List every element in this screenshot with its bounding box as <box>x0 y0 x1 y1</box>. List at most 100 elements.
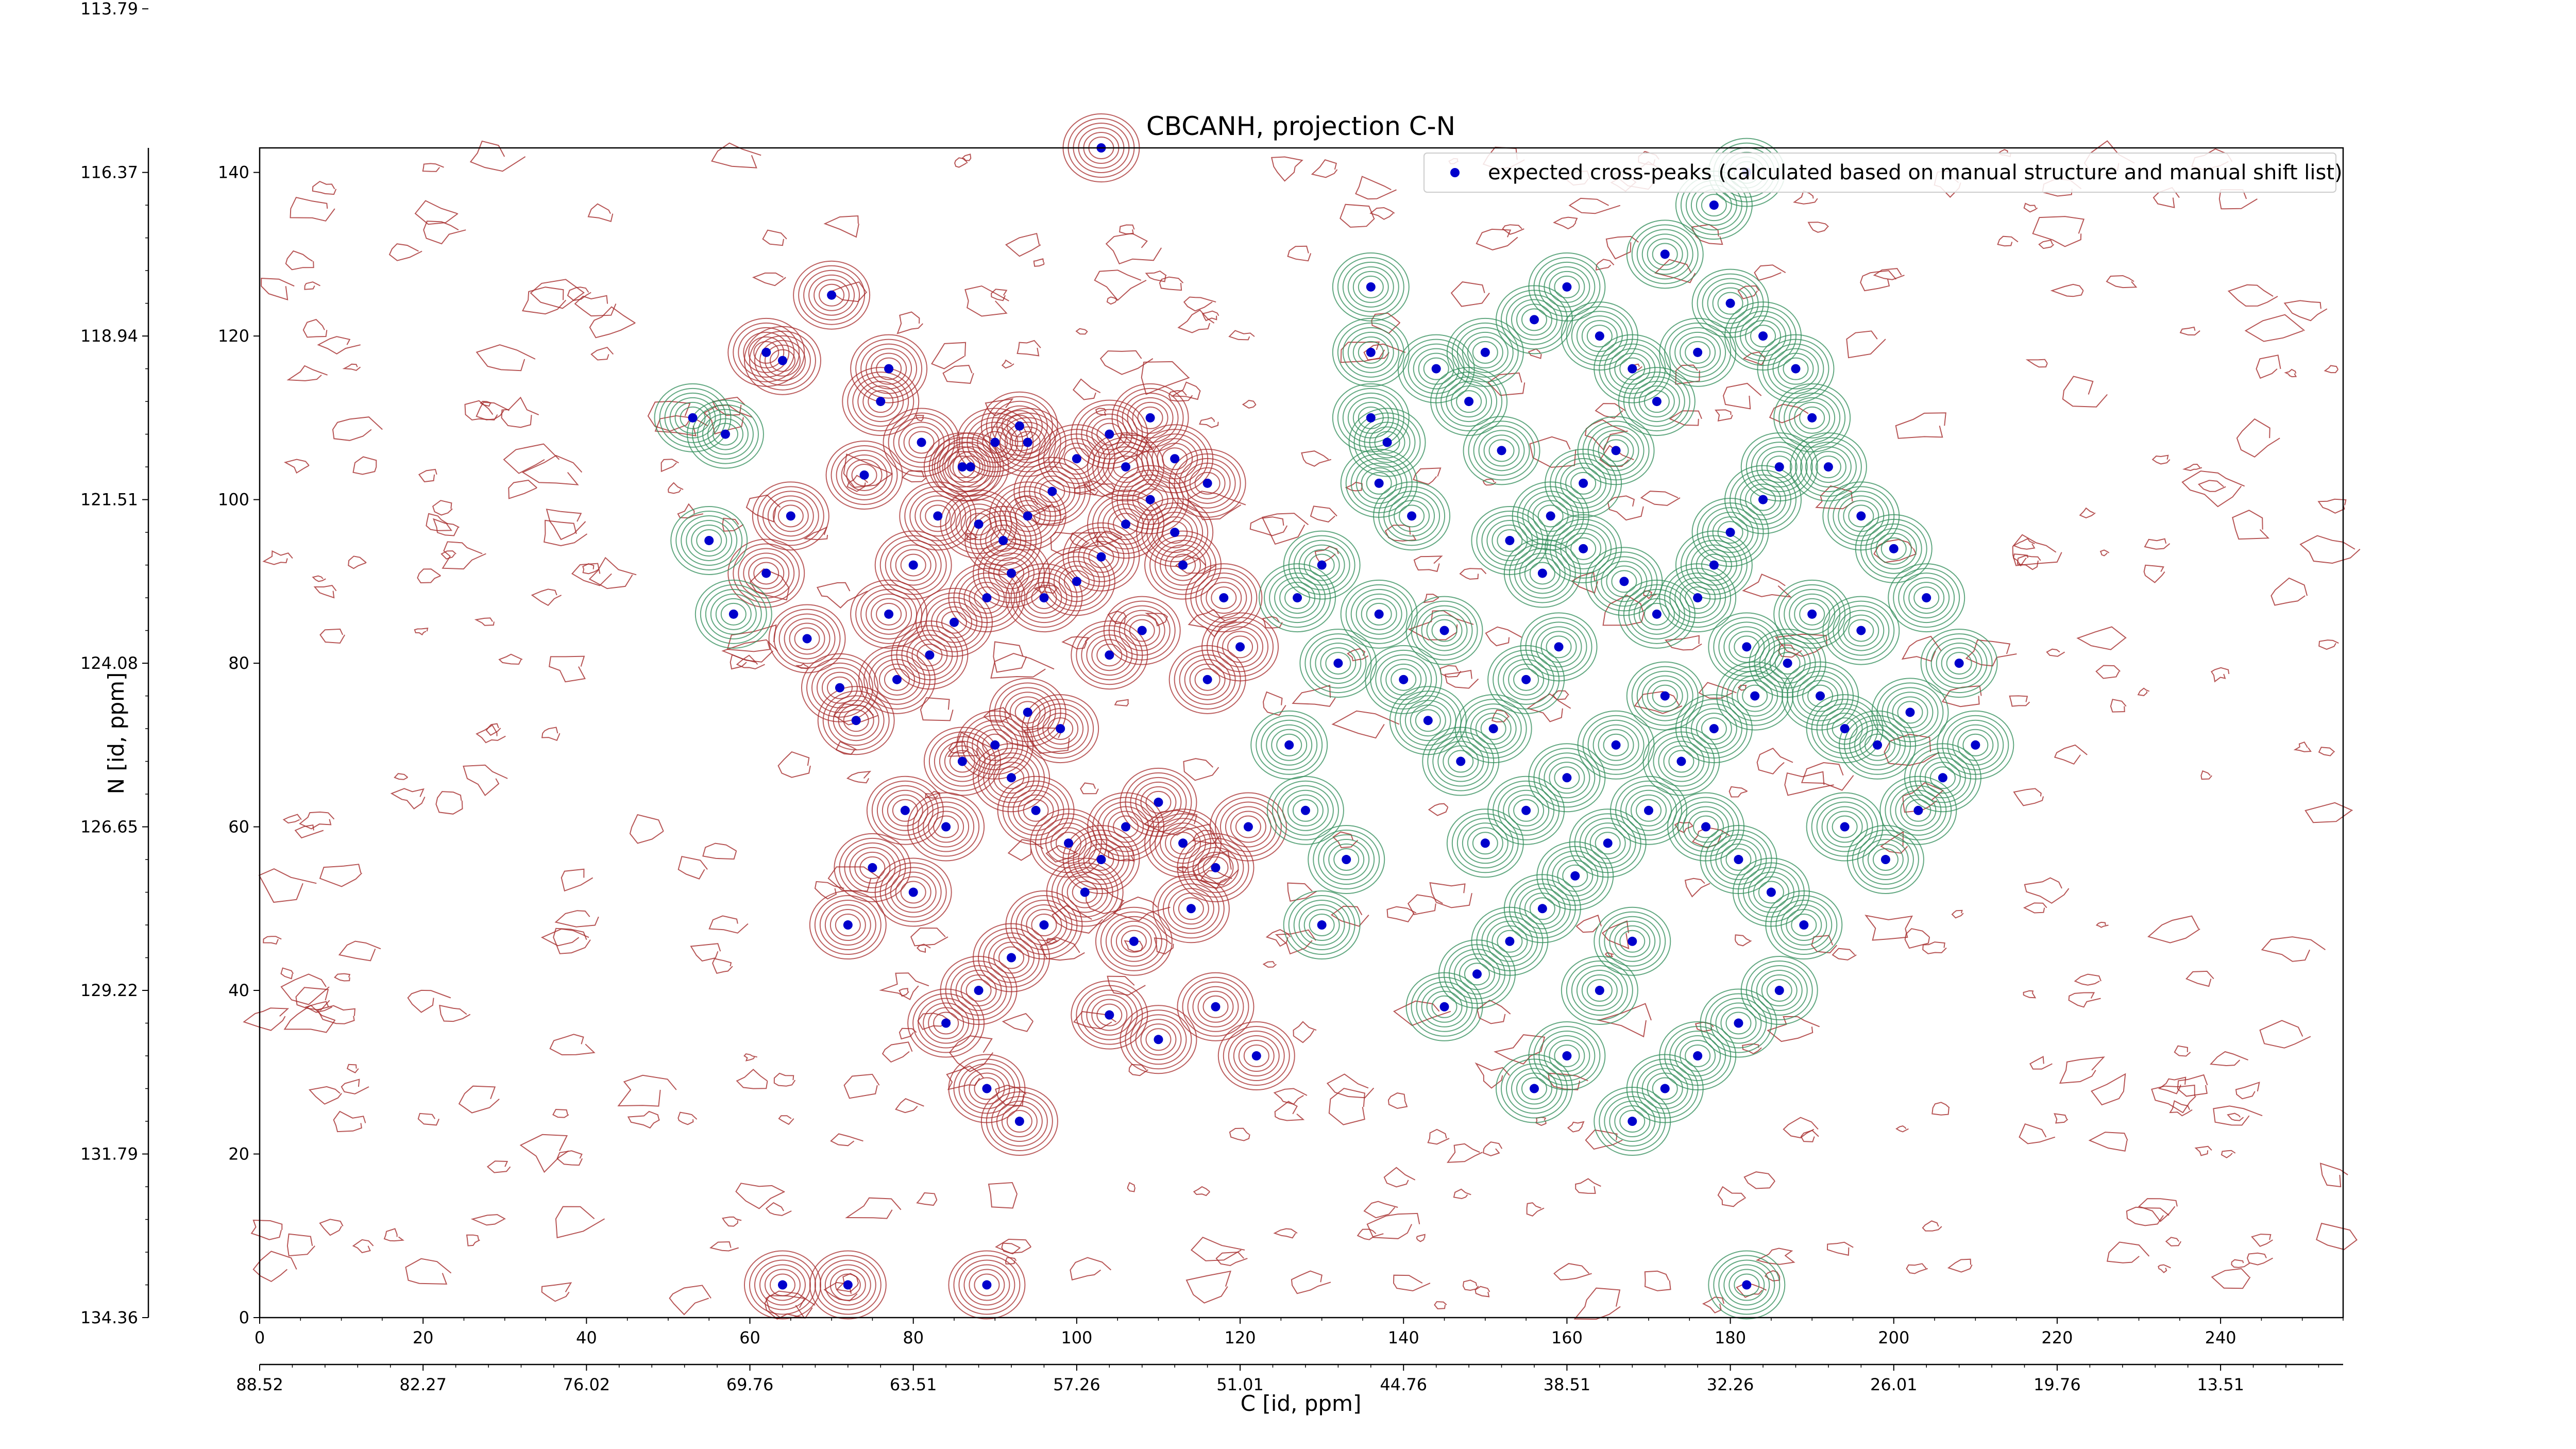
noise-contour <box>1640 491 1681 506</box>
cross-peak-marker <box>688 413 698 423</box>
cross-peak-marker <box>851 716 861 726</box>
cross-peak-marker <box>1701 822 1711 832</box>
noise-contour <box>1291 1270 1331 1294</box>
contour-level <box>1570 537 1597 560</box>
contour-level <box>1745 961 1813 1021</box>
contour-level <box>1155 540 1212 591</box>
contour-level <box>1783 357 1809 380</box>
contour-level <box>974 1077 1000 1100</box>
noise-contour <box>1575 1178 1601 1194</box>
contour-level <box>1610 776 1687 845</box>
noise-contour <box>1428 803 1449 816</box>
cross-peak-marker <box>1595 331 1604 341</box>
contour-level <box>876 602 902 626</box>
contour-level <box>1648 731 1715 791</box>
noise-contour <box>1185 1270 1231 1304</box>
contour-level <box>1092 494 1160 554</box>
cross-peak-marker <box>1603 838 1613 848</box>
peak-contour <box>1144 530 1222 600</box>
x-index-tick-label: 180 <box>1715 1328 1746 1347</box>
noise-contour <box>555 1206 605 1239</box>
noise-contour <box>1784 771 1834 796</box>
contour-level <box>1072 881 1098 904</box>
contour-level <box>1121 930 1147 953</box>
contour-level <box>1451 813 1519 873</box>
contour-level <box>850 334 928 403</box>
contour-level <box>1276 733 1302 756</box>
contour-level <box>1892 696 1928 729</box>
peak-contour <box>948 1250 1026 1320</box>
noise-contour <box>1301 450 1332 467</box>
contour-level <box>1594 906 1671 976</box>
contour-level <box>764 344 801 377</box>
contour-level <box>1111 465 1189 534</box>
noise-contour <box>1947 1258 1973 1273</box>
noise-contour <box>2319 1162 2348 1188</box>
contour-level <box>1361 598 1397 630</box>
noise-contour <box>899 988 909 997</box>
cross-peak-marker <box>1628 364 1637 374</box>
contour-level <box>1816 703 1873 754</box>
contour-level <box>1440 376 1498 427</box>
contour-level <box>846 459 883 491</box>
contour-level <box>909 491 967 542</box>
noise-contour <box>341 1079 369 1094</box>
contour-level <box>1701 194 1727 217</box>
contour-level <box>1862 839 1909 881</box>
noise-contour <box>2304 802 2353 823</box>
noise-contour <box>543 519 588 547</box>
contour-level <box>1298 904 1345 946</box>
noise-contour <box>2025 359 2048 368</box>
noise-contour <box>1177 309 1215 333</box>
cross-peak-marker <box>1317 920 1327 930</box>
noise-contour <box>263 936 282 945</box>
peak-contour <box>907 988 985 1058</box>
cross-peak-marker <box>1660 691 1670 701</box>
noise-contour <box>388 243 422 261</box>
noise-contour <box>1567 1121 1585 1133</box>
noise-contour <box>414 200 459 225</box>
contour-level <box>1867 844 1904 876</box>
contour-level <box>1822 481 1900 551</box>
contour-level <box>1421 610 1468 651</box>
contour-level <box>1618 367 1696 436</box>
contour-level <box>806 658 873 718</box>
noise-contour <box>1386 906 1417 922</box>
contour-level <box>1908 582 1945 614</box>
contour-level <box>1250 710 1328 780</box>
peak-contour <box>899 481 977 551</box>
contour-level <box>808 274 855 316</box>
noise-contour <box>2062 376 2108 408</box>
contour-level <box>1308 825 1385 895</box>
contour-level <box>1358 341 1384 364</box>
contour-level <box>1778 584 1846 644</box>
contour-level <box>998 562 1025 585</box>
contour-level <box>834 833 911 902</box>
noise-contour <box>2213 1105 2263 1126</box>
noise-contour <box>654 415 708 436</box>
contour-level <box>691 524 727 557</box>
contour-level <box>1178 897 1204 920</box>
noise-contour <box>1553 1263 1592 1280</box>
noise-contour <box>993 641 1027 673</box>
noise-contour <box>2200 770 2212 780</box>
peak-contour <box>1397 334 1475 403</box>
cross-peak-marker <box>1611 740 1621 750</box>
contour-level <box>1619 1110 1646 1133</box>
contour-level <box>1690 544 1737 586</box>
contour-level <box>1304 633 1372 694</box>
noise-contour <box>1951 909 1964 919</box>
noise-contour <box>2261 936 2326 962</box>
noise-contour <box>476 401 510 420</box>
noise-contour <box>485 723 501 736</box>
contour-level <box>871 598 907 630</box>
x-ppm-tick-label: 63.51 <box>890 1375 937 1394</box>
contour-level <box>1594 1087 1671 1156</box>
noise-contour <box>1717 1186 1747 1207</box>
noise-contour <box>587 203 614 222</box>
contour-level <box>1658 740 1705 782</box>
contour-level <box>1318 834 1375 885</box>
noise-contour <box>961 154 972 161</box>
contour-level <box>1293 540 1350 591</box>
contour-level <box>1784 588 1841 639</box>
